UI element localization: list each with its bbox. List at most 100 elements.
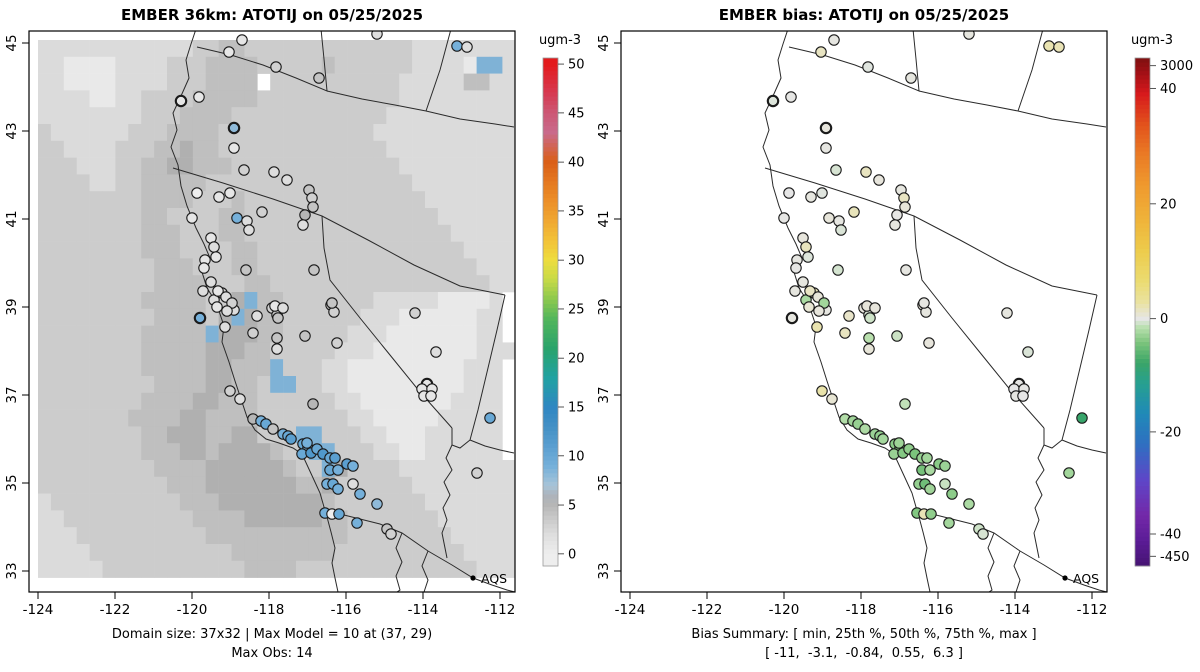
station-point — [877, 433, 889, 445]
ut_az-border — [469, 439, 515, 454]
station-point — [891, 330, 903, 342]
station-point — [785, 91, 797, 103]
station-point — [213, 191, 225, 203]
station-point — [802, 251, 814, 263]
colorbar-tick-label: 15 — [568, 400, 585, 415]
station-point — [224, 385, 236, 397]
x-tick-label: -118 — [254, 602, 285, 618]
station-point — [193, 91, 205, 103]
station-point — [313, 72, 325, 84]
station-point — [174, 94, 188, 108]
right-colorbar-title: ugm-3 — [1130, 33, 1174, 48]
station-point — [803, 301, 815, 313]
y-tick-label: 43 — [4, 122, 20, 139]
y-tick-label: 39 — [596, 298, 612, 315]
station-point — [790, 262, 802, 274]
y-tick-label: 33 — [596, 562, 612, 579]
y-tick-label: 37 — [596, 386, 612, 403]
y-tick-label: 41 — [4, 210, 20, 227]
station-point — [819, 121, 833, 135]
station-point — [236, 34, 248, 46]
station-point — [816, 385, 828, 397]
station-point — [224, 187, 236, 199]
left_panel-map: AQS -124 -122 -120 -118 -116 -114 -112 45 43 41 39 3… — [4, 30, 516, 618]
colorbar-tick-label: 10 — [568, 449, 585, 464]
station-point — [331, 337, 343, 349]
station-point — [354, 488, 366, 500]
station-point — [905, 72, 917, 84]
coast-border — [762, 31, 931, 592]
station-point — [299, 209, 311, 221]
station-point — [256, 206, 268, 218]
x-tick-label: -122 — [692, 602, 723, 618]
gulf2-border — [1013, 550, 1021, 592]
right_panel-colorbar: 3000 40 20 0 -20 -40 -450 — [1134, 57, 1193, 567]
station-point — [221, 305, 233, 317]
station-point — [231, 212, 243, 224]
station-point — [484, 412, 496, 424]
station-point — [939, 460, 951, 472]
station-point — [351, 517, 363, 529]
station-point — [307, 398, 319, 410]
station-point — [285, 433, 297, 445]
x-tick-label: -120 — [769, 602, 800, 618]
station-point — [271, 332, 283, 344]
x-tick-label: -124 — [615, 602, 646, 618]
y-tick-label: 35 — [4, 474, 20, 491]
station-point — [1001, 307, 1013, 319]
station-point — [1022, 346, 1034, 358]
colorbar-tick-label: -20 — [1160, 425, 1181, 440]
station-point — [1063, 467, 1075, 479]
station-point — [272, 312, 284, 324]
station-point — [198, 262, 210, 274]
station-point — [409, 307, 421, 319]
colorbar-tick-label: 25 — [568, 302, 585, 317]
station-point — [789, 285, 801, 297]
colorbar-tick-label: 20 — [1160, 197, 1177, 212]
station-point — [471, 467, 483, 479]
station-point — [234, 393, 246, 405]
gulf1-border — [987, 532, 995, 592]
ut_az-border — [1061, 439, 1107, 454]
station-point — [893, 437, 905, 449]
left-caption-line1: Domain size: 37x32 | Max Model = 10 at (… — [111, 627, 433, 642]
colorbar-tick-label: 40 — [1160, 82, 1177, 97]
station-point — [208, 241, 220, 253]
station-point — [1053, 41, 1065, 53]
station-point — [238, 164, 250, 176]
station-point — [864, 312, 876, 324]
station-point — [805, 191, 817, 203]
x-tick-label: -112 — [485, 602, 516, 618]
station-point — [299, 330, 311, 342]
station-point — [329, 452, 341, 464]
y-tick-label: 33 — [4, 562, 20, 579]
colorbar-tick-label: 30 — [568, 254, 585, 269]
aqs-label: AQS — [1073, 571, 1099, 586]
x-tick-label: -118 — [846, 602, 877, 618]
y-tick-label: 41 — [596, 210, 612, 227]
station-point — [839, 327, 851, 339]
colorbar-tick-label: 20 — [568, 352, 585, 367]
border42-border — [172, 167, 506, 296]
x-tick-label: -122 — [100, 602, 131, 618]
station-point — [946, 488, 958, 500]
station-point — [830, 164, 842, 176]
station-point — [943, 517, 955, 529]
station-point — [371, 498, 383, 510]
station-point — [219, 321, 231, 333]
station-point — [815, 46, 827, 58]
station-point — [297, 219, 309, 231]
x-tick-label: -114 — [1000, 602, 1031, 618]
mex_border-border — [323, 509, 515, 592]
aqs-dot — [470, 575, 476, 581]
colorbar-tick-label: 35 — [568, 204, 585, 219]
right_panel-map: AQS -124 -122 -120 -118 -116 -114 -112 45 43 41 39 3… — [596, 30, 1108, 618]
station-point — [859, 423, 871, 435]
station-point — [835, 224, 847, 236]
co_river-border — [441, 444, 453, 559]
station-point — [277, 302, 289, 314]
colorbar-tick-label: 0 — [568, 547, 576, 562]
y-tick-label: 43 — [596, 122, 612, 139]
left-caption-line2: Max Obs: 14 — [231, 646, 313, 661]
